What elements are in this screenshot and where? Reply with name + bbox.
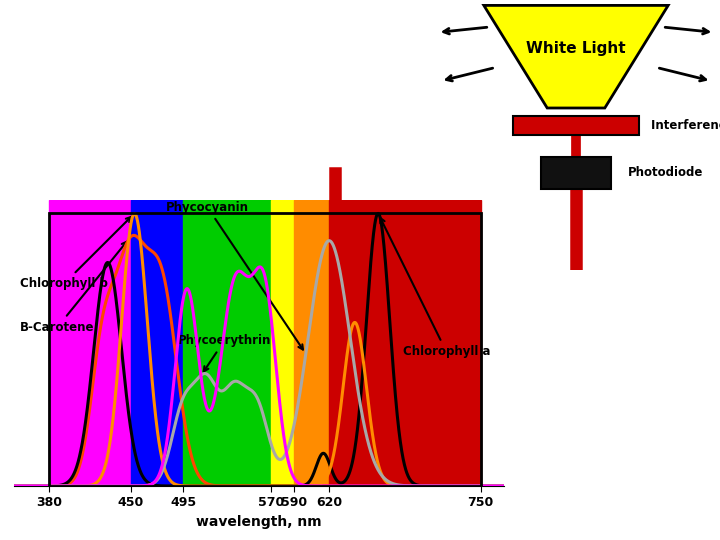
Text: Photodiode: Photodiode xyxy=(628,166,703,179)
Text: Phycoerythrin: Phycoerythrin xyxy=(178,334,271,372)
Text: White Light: White Light xyxy=(526,41,626,56)
Text: Phycocyanin: Phycocyanin xyxy=(166,201,303,349)
Bar xyxy=(513,116,639,135)
Text: B-Carotene: B-Carotene xyxy=(20,242,127,334)
Bar xyxy=(50,213,481,486)
Bar xyxy=(50,200,131,486)
Bar xyxy=(294,200,329,486)
Polygon shape xyxy=(484,5,668,108)
Text: Interference Filter: Interference Filter xyxy=(651,119,720,132)
Text: Chlorophyll b: Chlorophyll b xyxy=(20,217,131,290)
Bar xyxy=(131,200,184,486)
X-axis label: wavelength, nm: wavelength, nm xyxy=(197,515,322,529)
Bar xyxy=(271,200,294,486)
Text: Chlorophyll a: Chlorophyll a xyxy=(380,218,490,358)
Bar xyxy=(541,157,611,189)
Bar xyxy=(329,200,481,486)
Bar xyxy=(184,200,271,486)
